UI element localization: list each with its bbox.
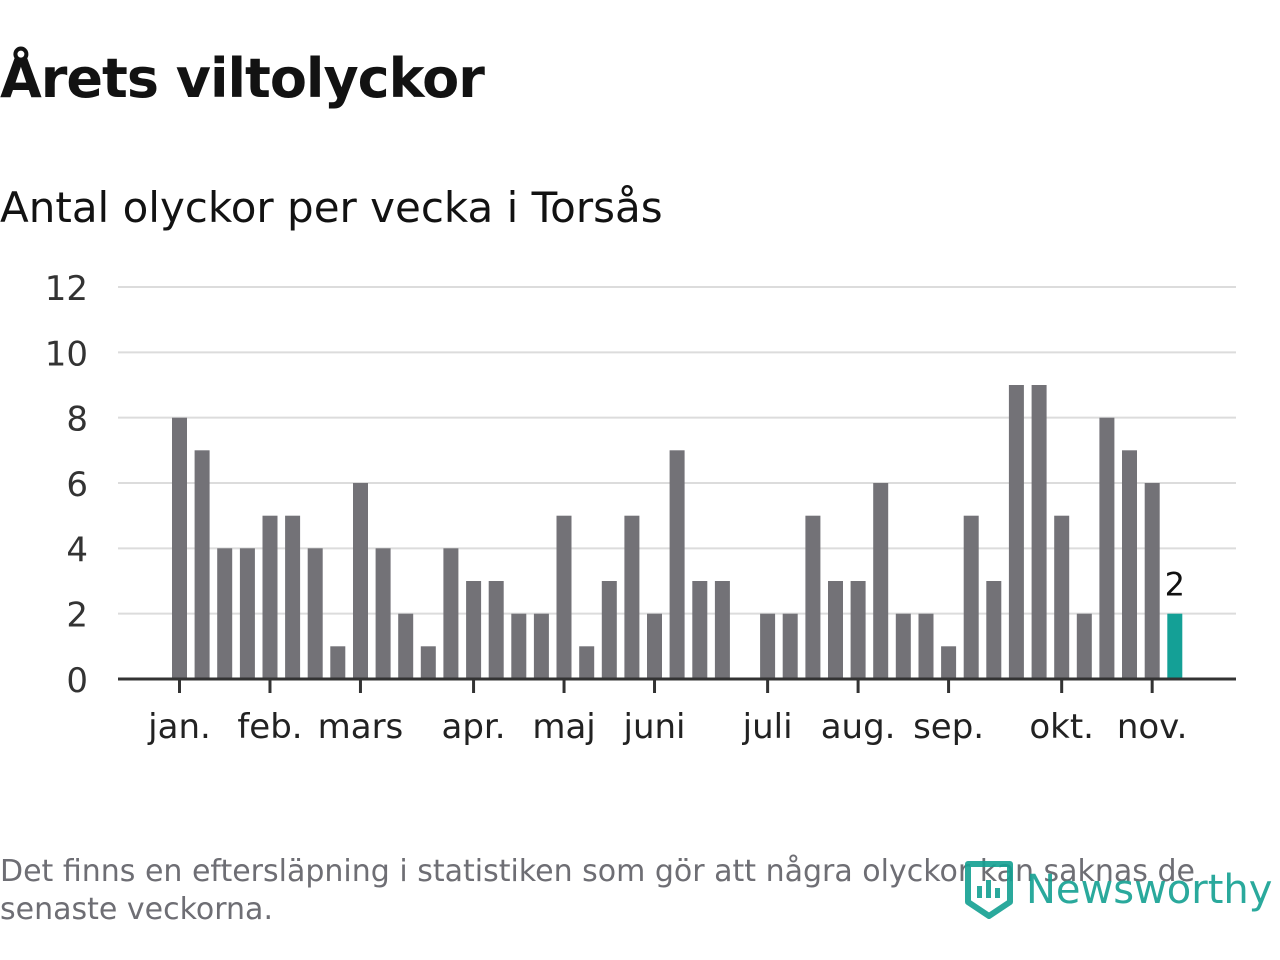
bar	[1099, 417, 1115, 679]
y-tick-label: 2	[66, 596, 88, 636]
bar	[556, 515, 572, 679]
bar	[624, 515, 640, 679]
bar	[443, 548, 459, 679]
bars	[172, 385, 1183, 679]
bar	[669, 450, 685, 679]
x-tick-label: apr.	[442, 707, 506, 747]
bar	[805, 515, 821, 679]
x-tick-label: nov.	[1117, 707, 1188, 747]
bar	[1054, 515, 1070, 679]
bar	[1122, 450, 1137, 679]
x-tick-label: feb.	[237, 707, 302, 747]
x-axis	[118, 677, 1236, 693]
bar	[601, 581, 617, 679]
bar	[647, 613, 662, 679]
x-tick-label: juni	[623, 707, 686, 747]
bar	[217, 548, 233, 679]
bar	[533, 613, 549, 679]
bar	[850, 581, 866, 679]
bar	[986, 581, 1002, 679]
y-tick-label: 6	[66, 465, 88, 505]
highlight-bar	[1167, 613, 1183, 679]
chart-title: Årets viltolyckor	[0, 47, 485, 110]
y-tick-label: 12	[45, 269, 88, 309]
x-tick-label: mars	[318, 707, 404, 747]
bar	[941, 646, 957, 679]
x-tick-label: juli	[742, 707, 793, 747]
bar	[1008, 385, 1024, 679]
bar	[782, 613, 798, 679]
bar	[873, 483, 889, 679]
x-tick-label: okt.	[1029, 707, 1094, 747]
axis-labels: 0 2 4 6 8 10 12 2 jan. feb. mars apr. maj juni juli aug…	[45, 269, 1188, 747]
bar	[353, 483, 368, 679]
footnote: Det finns en eftersläpning i statistiken…	[0, 854, 1195, 927]
chart-subtitle: Antal olyckor per vecka i Torsås	[0, 183, 663, 232]
bar	[466, 581, 482, 679]
highlight-value-label: 2	[1165, 566, 1185, 604]
bar	[714, 581, 730, 679]
bar	[760, 613, 776, 679]
bar	[420, 646, 436, 679]
brand-name: Newsworthy	[1026, 867, 1273, 913]
bar	[511, 613, 527, 679]
bar	[828, 581, 843, 679]
x-tick-label: aug.	[821, 707, 896, 747]
bar	[398, 613, 414, 679]
bar	[895, 613, 911, 679]
bar	[1031, 385, 1047, 679]
y-tick-label: 0	[66, 661, 88, 701]
bar	[194, 450, 210, 679]
bar	[262, 515, 278, 679]
y-tick-label: 10	[45, 334, 88, 374]
bar	[239, 548, 255, 679]
bar	[579, 646, 595, 679]
bar	[330, 646, 346, 679]
bar	[1076, 613, 1092, 679]
y-tick-label: 8	[66, 400, 88, 440]
bar	[375, 548, 391, 679]
y-tick-label: 4	[66, 530, 88, 570]
bar	[963, 515, 979, 679]
bar	[488, 581, 504, 679]
bar	[692, 581, 708, 679]
bar	[285, 515, 301, 679]
bar	[918, 613, 934, 679]
bar	[307, 548, 323, 679]
x-tick-label: maj	[532, 707, 595, 747]
x-tick-label: jan.	[147, 707, 211, 747]
bar	[172, 417, 187, 679]
x-tick-label: sep.	[913, 707, 984, 747]
newsworthy-brand[interactable]: Newsworthy	[964, 860, 1272, 920]
bar	[1144, 483, 1160, 679]
newsworthy-logo-icon	[965, 861, 1013, 919]
